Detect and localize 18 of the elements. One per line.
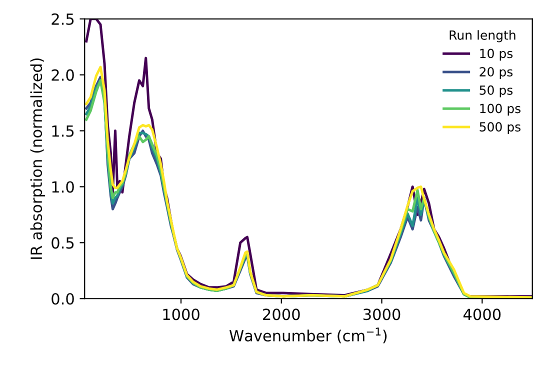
y-tick-label: 0.5	[52, 237, 74, 249]
y-tick-label: 1.5	[52, 125, 74, 137]
y-tick-label: 2.0	[52, 69, 74, 81]
x-axis-title: Wavenumber (cm$^{−1}$)	[229, 328, 387, 344]
y-tick-label: 1.0	[52, 181, 74, 193]
legend-label: 100 ps	[480, 104, 520, 116]
legend-label: 50 ps	[480, 85, 513, 98]
legend-label: 20 ps	[480, 67, 513, 79]
y-axis-title: IR absorption (normalized)	[30, 58, 46, 259]
x-tick-label: 4000	[463, 308, 501, 320]
x-tick-label: 1000	[163, 308, 200, 320]
legend-title: Run length	[450, 30, 516, 42]
legend-label: 500 ps	[480, 122, 520, 134]
y-tick-label: 2.5	[52, 13, 74, 25]
y-tick-label: 0.0	[52, 293, 74, 305]
x-tick-label: 3000	[363, 308, 400, 320]
x-tick-label: 2000	[263, 308, 300, 320]
legend-label: 10 ps	[480, 48, 513, 61]
